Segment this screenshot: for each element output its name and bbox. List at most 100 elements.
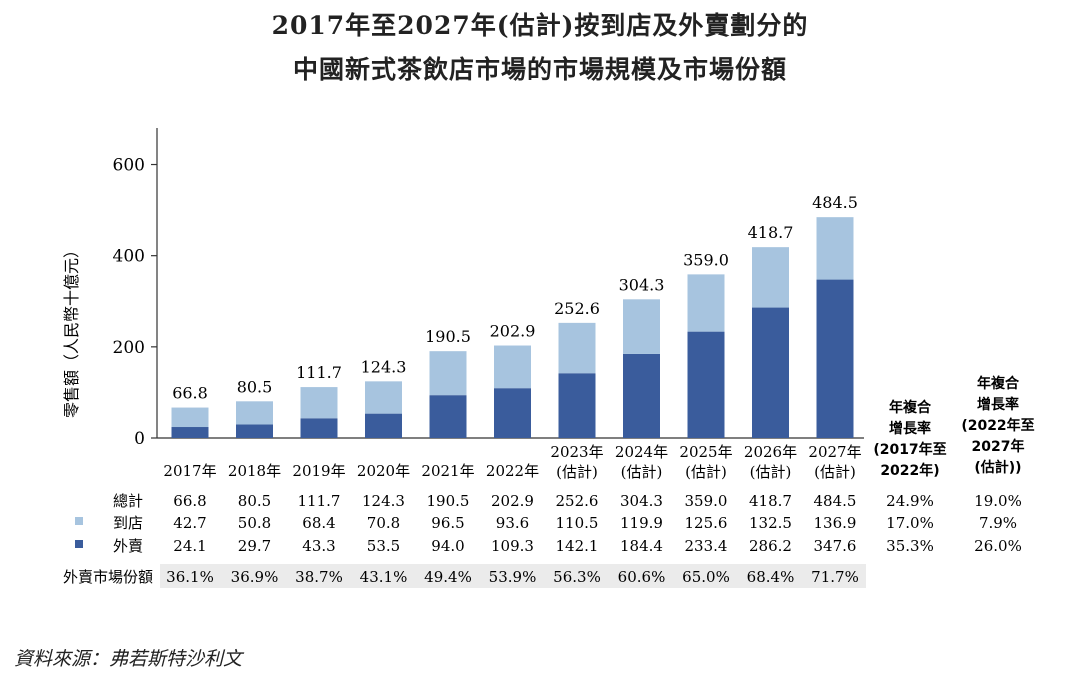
share-cell: 71.7% (811, 568, 859, 586)
x-category-label: 2021年 (421, 462, 474, 480)
bar-instore (429, 351, 467, 396)
table-cell: 94.0 (431, 537, 464, 555)
bar-instore (236, 401, 273, 425)
table-cell: 70.8 (367, 514, 400, 532)
bar-instore (558, 322, 596, 374)
x-category-label: 2023年 (550, 443, 603, 461)
table-cell: 142.1 (556, 537, 599, 555)
bar-delivery (816, 279, 854, 438)
legend-swatch-delivery (75, 540, 83, 548)
share-cell: 60.6% (618, 568, 666, 586)
bar-delivery (687, 331, 725, 438)
cagr-header-line: 年複合 (977, 375, 1020, 392)
cagr-header-line: 年複合 (889, 399, 932, 416)
table-cell: 202.9 (491, 492, 534, 510)
y-tick-label: 200 (113, 338, 145, 358)
bar-total-label: 304.3 (619, 275, 665, 294)
bar-delivery (429, 395, 467, 438)
table-row-label: 總計 (113, 492, 143, 510)
table-cell: 347.6 (814, 537, 857, 555)
share-cell: 53.9% (489, 568, 537, 586)
share-cell: 36.1% (166, 568, 214, 586)
table-cell: 125.6 (685, 514, 728, 532)
table-cell: 304.3 (620, 492, 663, 510)
share-cell: 65.0% (682, 568, 730, 586)
table-cell: 132.5 (749, 514, 792, 532)
table-cell: 233.4 (685, 537, 728, 555)
cagr-cell: 7.9% (979, 514, 1017, 532)
table-row-label: 到店 (113, 514, 143, 532)
table-cell: 53.5 (367, 537, 400, 555)
bar-total-label: 111.7 (296, 363, 342, 382)
bar-delivery (494, 388, 531, 438)
bar-instore (623, 299, 660, 354)
table-cell: 43.3 (302, 537, 335, 555)
x-category-sublabel: (估計) (685, 463, 727, 481)
x-category-label: 2022年 (486, 462, 539, 480)
x-category-sublabel: (估計) (814, 463, 856, 481)
table-cell: 124.3 (362, 492, 405, 510)
share-cell: 43.1% (360, 568, 408, 586)
x-category-sublabel: (估計) (621, 463, 663, 481)
bar-total-label: 190.5 (425, 327, 471, 346)
bar-delivery (558, 373, 596, 438)
table-cell: 66.8 (173, 492, 206, 510)
table-cell: 136.9 (814, 514, 857, 532)
bar-total-label: 484.5 (812, 193, 858, 212)
table-cell: 418.7 (749, 492, 792, 510)
bar-total-label: 418.7 (748, 223, 794, 242)
table-cell: 68.4 (302, 514, 335, 532)
table-cell: 484.5 (814, 492, 857, 510)
cagr-cell: 35.3% (886, 537, 934, 555)
table-cell: 359.0 (685, 492, 728, 510)
cagr-header-line: 增長率 (977, 396, 1019, 413)
x-category-label: 2019年 (292, 462, 345, 480)
x-category-label: 2018年 (228, 462, 281, 480)
table-cell: 96.5 (431, 514, 464, 532)
table-cell: 190.5 (427, 492, 470, 510)
table-cell: 24.1 (173, 537, 206, 555)
chart-title-line2: 中國新式茶飲店市場的市場規模及市場份額 (292, 55, 787, 84)
share-cell: 68.4% (747, 568, 795, 586)
cagr-header-line: 增長率 (889, 420, 931, 437)
x-category-label: 2024年 (615, 443, 668, 461)
cagr-header-line: (2017年至 (873, 441, 946, 458)
bar-total-label: 66.8 (172, 384, 208, 403)
x-category-sublabel: (估計) (556, 463, 598, 481)
bar-instore (365, 381, 402, 414)
y-tick-label: 600 (113, 156, 145, 176)
table-cell: 109.3 (491, 537, 534, 555)
bar-instore (300, 387, 338, 419)
table-cell: 80.5 (238, 492, 271, 510)
table-cell: 93.6 (496, 514, 529, 532)
y-axis-label: 零售額（人民幣十億元） (62, 242, 81, 418)
x-category-sublabel: (估計) (750, 463, 792, 481)
y-tick-label: 0 (134, 429, 145, 449)
bar-total-label: 80.5 (237, 377, 273, 396)
bar-total-label: 252.6 (554, 299, 600, 318)
share-cell: 36.9% (231, 568, 279, 586)
share-cell: 49.4% (424, 568, 472, 586)
cagr-header-line: (估計)) (974, 459, 1021, 476)
bar-instore (494, 345, 531, 389)
cagr-header-line: 2022年) (880, 462, 939, 479)
table-cell: 50.8 (238, 514, 271, 532)
x-category-label: 2020年 (357, 462, 410, 480)
bar-delivery (236, 424, 273, 438)
bar-delivery (623, 353, 660, 438)
share-row-background (160, 564, 866, 588)
cagr-cell: 26.0% (974, 537, 1022, 555)
cagr-header-line: (2022年至 (961, 417, 1034, 434)
table-cell: 119.9 (620, 514, 663, 532)
bar-instore (816, 217, 854, 280)
table-cell: 42.7 (173, 514, 206, 532)
cagr-cell: 17.0% (886, 514, 934, 532)
source-note: 資料來源：弗若斯特沙利文 (14, 648, 243, 670)
bar-total-label: 202.9 (490, 322, 536, 341)
bar-instore (752, 247, 789, 308)
bar-total-label: 124.3 (361, 357, 407, 376)
share-cell: 38.7% (295, 568, 343, 586)
cagr-header-line: 2027年 (972, 438, 1025, 455)
table-cell: 111.7 (298, 492, 341, 510)
